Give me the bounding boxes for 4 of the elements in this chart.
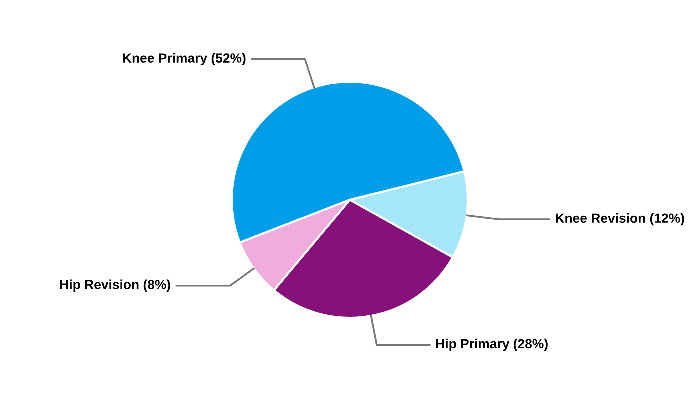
slice-label: Knee Primary (52%) (123, 53, 246, 66)
slice-label: Hip Revision (8%) (60, 280, 170, 292)
slice-label: Hip Primary (28%) (436, 338, 548, 352)
slice-label: Knee Revision (12%) (556, 213, 684, 226)
